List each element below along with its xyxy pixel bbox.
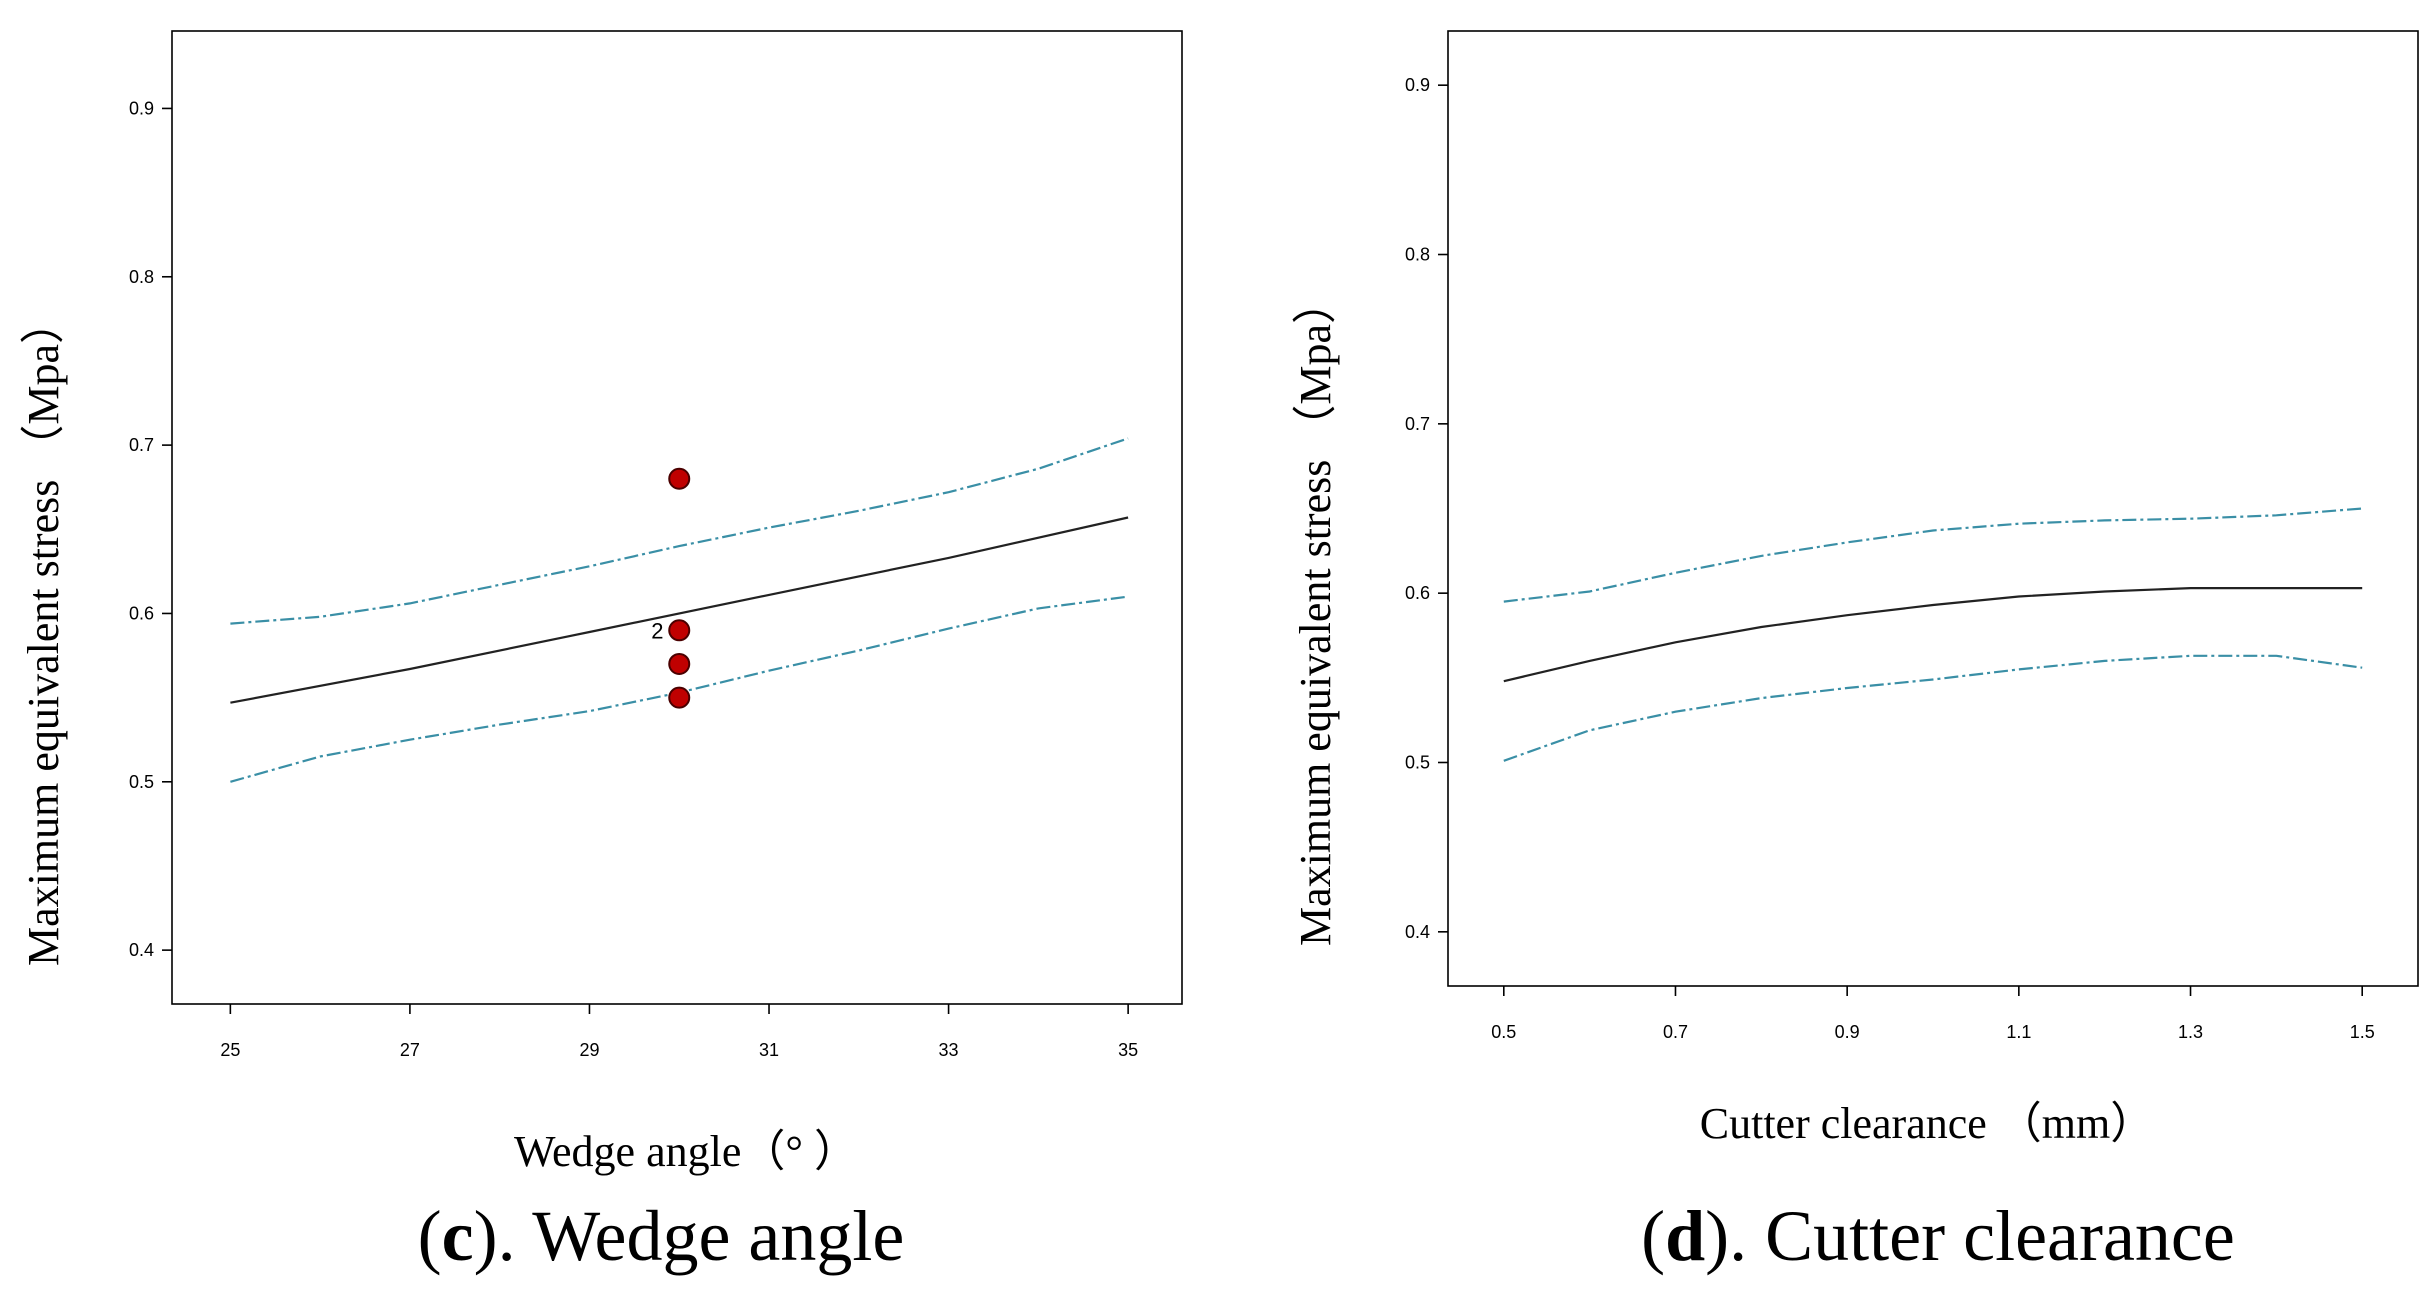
panel-c-ytick-label: 0.4 (129, 940, 154, 960)
panel-c-ytick-label: 0.9 (129, 98, 154, 118)
panel-c-ytick-label: 0.8 (129, 267, 154, 287)
panel-d-ytick-label: 0.7 (1405, 414, 1430, 434)
panel-c-ytick-label: 0.7 (129, 435, 154, 455)
panel-c-ytick-label: 0.5 (129, 772, 154, 792)
panel-d-x-axis-title: Cutter clearance （mm） (1700, 1099, 2154, 1148)
panel-d-xtick-label: 0.9 (1835, 1022, 1860, 1042)
panel-d-upper-ci-line (1503, 507, 2363, 603)
panel-d-caption-title: ). Cutter clearance (1705, 1196, 2235, 1276)
panel-c-design-point (668, 619, 691, 642)
panel-c-wedge-angle: 0.4 0.5 0.6 0.7 0.8 0.9 25 27 29 31 33 35 2 Maximum e… (19, 30, 1183, 1276)
panel-c-caption-title: ). Wedge angle (474, 1196, 905, 1276)
panel-d-caption: (d). Cutter clearance (1641, 1196, 2235, 1276)
panel-d-ytick-label: 0.4 (1405, 922, 1430, 942)
panel-d-caption-letter: d (1665, 1196, 1705, 1276)
panel-c-xtick-label: 29 (579, 1040, 599, 1060)
panel-c-xtick-label: 33 (939, 1040, 959, 1060)
panel-c-plot-frame (171, 30, 1183, 1005)
panel-d-xtick-label: 1.5 (2350, 1022, 2375, 1042)
panel-c-xtick-label: 35 (1118, 1040, 1138, 1060)
panel-c-caption-open: ( (418, 1196, 442, 1276)
panel-c-xtick-label: 27 (400, 1040, 420, 1060)
panel-d-y-axis-title: Maximum equivalent stress （Mpa） (1291, 280, 1340, 946)
panel-c-xtick-label: 25 (220, 1040, 240, 1060)
panel-c-y-axis-title: Maximum equivalent stress （Mpa） (19, 300, 68, 966)
panel-c-design-point (668, 652, 691, 675)
panel-d-ytick-label: 0.8 (1405, 245, 1430, 265)
panel-d-ytick-label: 0.6 (1405, 583, 1430, 603)
panel-d-xtick-label: 0.7 (1663, 1022, 1688, 1042)
panel-c-point-count-label: 2 (651, 618, 663, 643)
panel-c-ytick-label: 0.6 (129, 603, 154, 623)
panel-c-fit-line (230, 516, 1129, 704)
panel-d-caption-open: ( (1641, 1196, 1665, 1276)
panel-c-x-axis-title: Wedge angle（° ） (514, 1127, 858, 1176)
panel-d-lower-ci-line (1503, 654, 2363, 762)
panel-d-xtick-label: 1.1 (2006, 1022, 2031, 1042)
panel-c-caption: (c). Wedge angle (418, 1196, 905, 1276)
panel-c-xtick-label: 31 (759, 1040, 779, 1060)
panel-d-fit-line (1503, 587, 2363, 683)
panel-d-xtick-label: 0.5 (1491, 1022, 1516, 1042)
panel-c-design-point (668, 467, 691, 490)
panel-d-cutter-clearance: 0.4 0.5 0.6 0.7 0.8 0.9 0.5 0.7 0.9 1.1 1.3 1.5 Maxi… (1291, 30, 2419, 1276)
panel-d-ytick-label: 0.5 (1405, 752, 1430, 772)
panel-c-upper-ci-line (230, 437, 1129, 625)
panel-d-plot-frame (1447, 30, 2419, 987)
panel-c-design-point (668, 686, 691, 709)
panel-c-caption-letter: c (442, 1196, 474, 1276)
panel-d-xtick-label: 1.3 (2178, 1022, 2203, 1042)
panel-d-ytick-label: 0.9 (1405, 75, 1430, 95)
